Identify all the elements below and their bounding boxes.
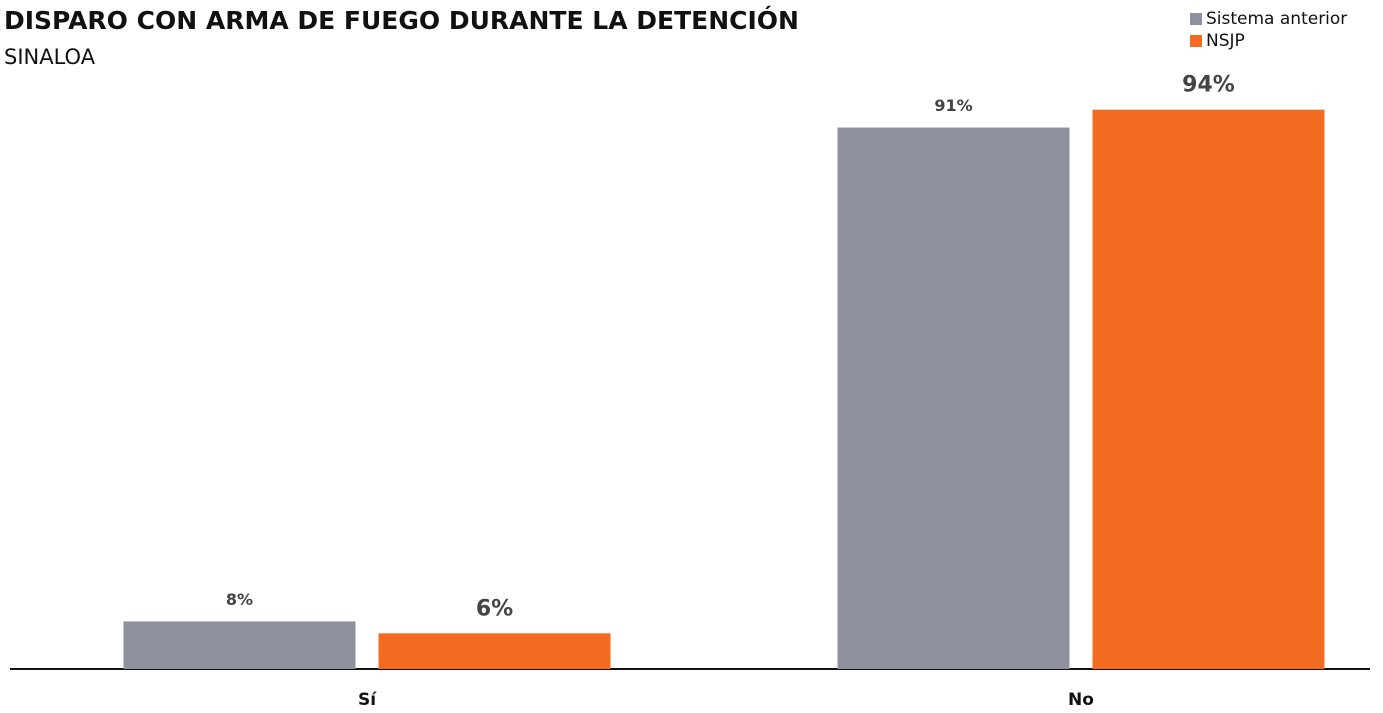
legend-label: NSJP bbox=[1206, 31, 1245, 51]
legend-label: Sistema anterior bbox=[1206, 9, 1347, 29]
bar bbox=[837, 127, 1070, 670]
chart-subtitle: SINALOA bbox=[4, 45, 96, 69]
value-label: 94% bbox=[1182, 73, 1235, 98]
bar bbox=[123, 621, 356, 669]
value-label: 91% bbox=[934, 96, 972, 115]
x-tick-label: No bbox=[1068, 690, 1094, 710]
legend-swatch bbox=[1190, 35, 1202, 47]
value-label: 6% bbox=[476, 596, 513, 621]
bar bbox=[1092, 109, 1325, 669]
value-label: 8% bbox=[226, 590, 253, 609]
legend-swatch bbox=[1190, 13, 1202, 25]
x-tick-label: Sí bbox=[358, 690, 377, 710]
chart-title: DISPARO CON ARMA DE FUEGO DURANTE LA DET… bbox=[4, 5, 799, 35]
bar bbox=[378, 633, 611, 669]
